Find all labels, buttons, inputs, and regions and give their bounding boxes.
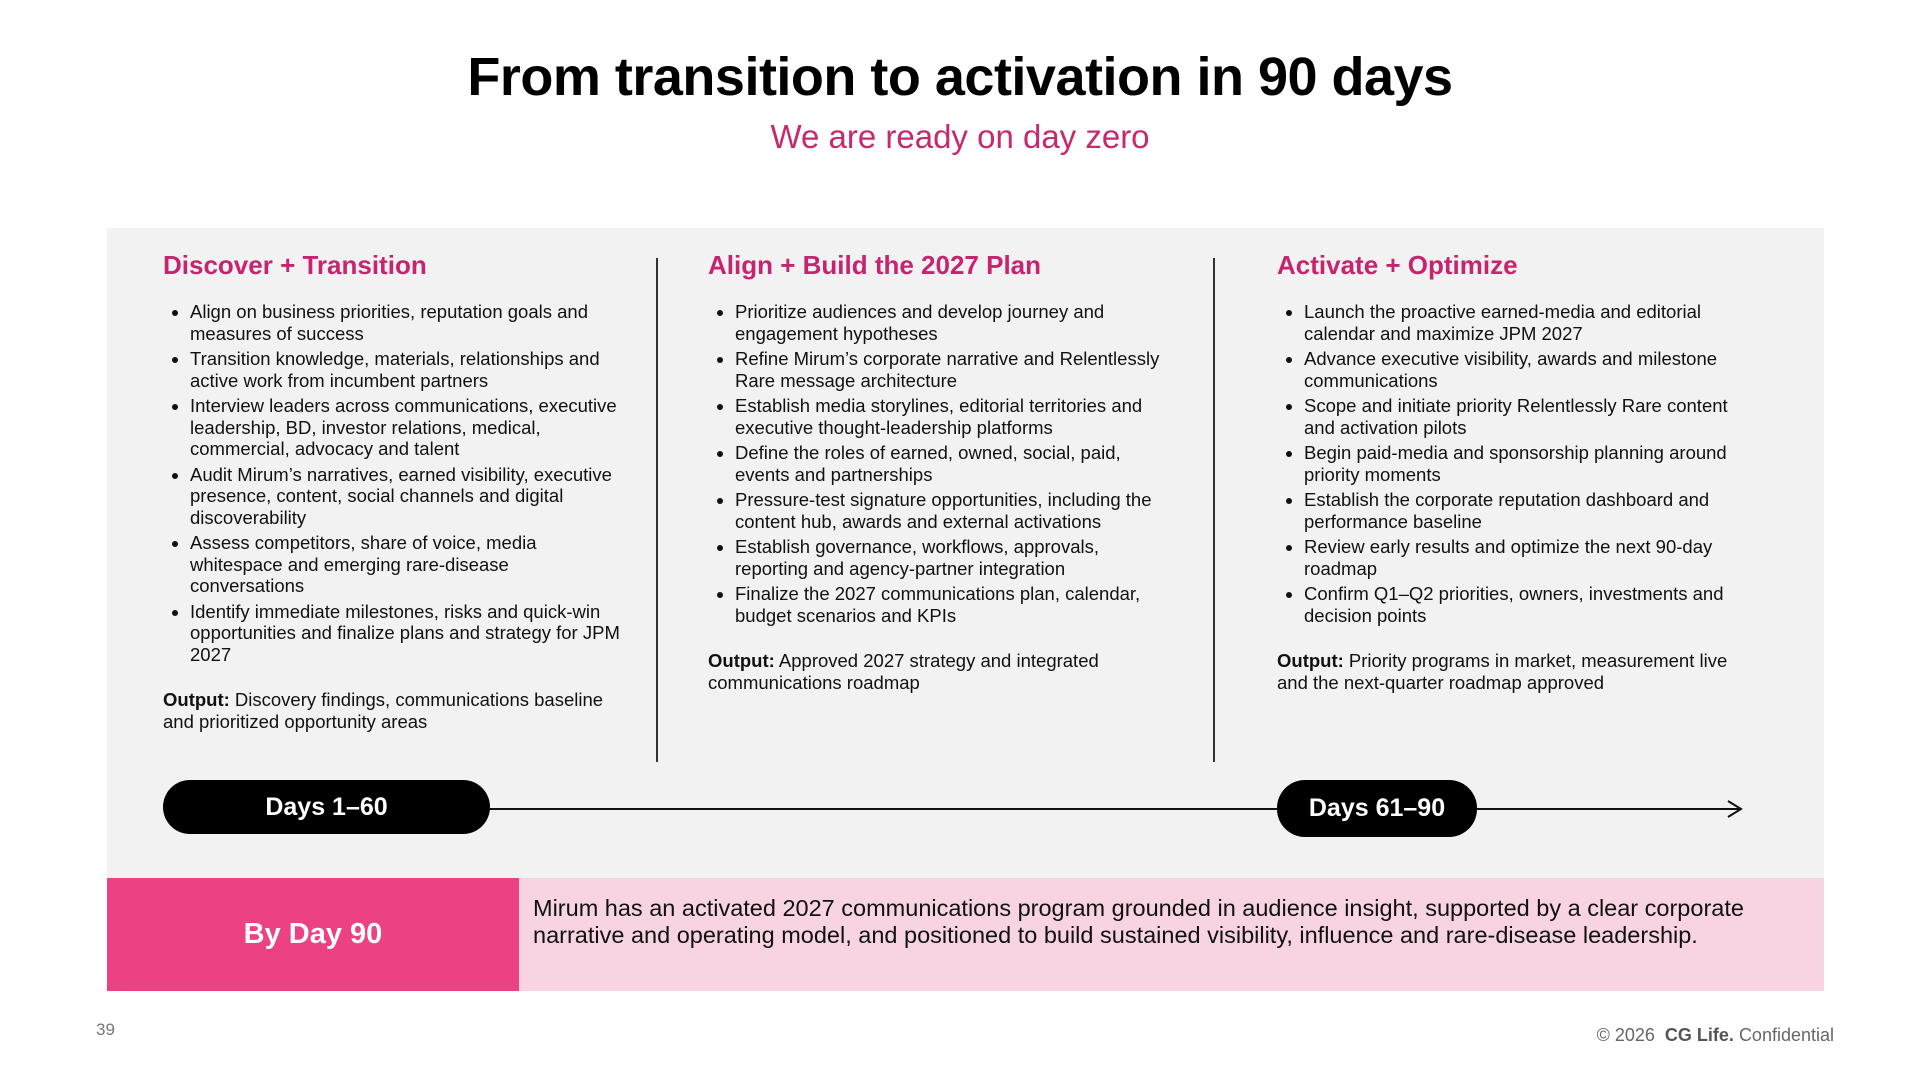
summary-text: Mirum has an activated 2027 communicatio… [519, 878, 1824, 991]
bullet: Advance executive visibility, awards and… [1304, 348, 1737, 391]
bullet: Prioritize audiences and develop journey… [735, 301, 1168, 344]
bullet: Interview leaders across communications,… [190, 395, 623, 460]
bullet: Launch the proactive earned-media and ed… [1304, 301, 1737, 344]
bullet: Confirm Q1–Q2 priorities, owners, invest… [1304, 583, 1737, 626]
output-text: Priority programs in market, measurement… [1277, 650, 1728, 693]
bullet-list: Launch the proactive earned-media and ed… [1277, 301, 1737, 626]
output-text: Approved 2027 strategy and integrated co… [708, 650, 1099, 693]
title: From transition to activation in 90 days [467, 47, 1453, 107]
divider [1213, 258, 1215, 762]
bullet: Align on business priorities, reputation… [190, 301, 623, 344]
output: Output: Approved 2027 strategy and integ… [708, 650, 1168, 693]
phase-pill: Days 61–90 [1277, 780, 1477, 837]
output-label: Output: [708, 650, 775, 671]
phase-column: Discover + Transition Align on business p… [163, 250, 623, 732]
bullet-list: Prioritize audiences and develop journey… [708, 301, 1168, 626]
footer-note: Confidential [1738, 1025, 1834, 1045]
phase-column: Align + Build the 2027 Plan Prioritize au… [708, 250, 1168, 693]
output-text: Discovery findings, communications basel… [163, 689, 604, 732]
bullet: Review early results and optimize the ne… [1304, 536, 1737, 579]
panel [107, 228, 1824, 878]
output-label: Output: [1277, 650, 1344, 671]
summary-label: By Day 90 [107, 878, 519, 991]
copyright: © 2026 [1596, 1025, 1655, 1045]
bullet: Pressure-test signature opportunities, i… [735, 489, 1168, 532]
output: Output: Priority programs in market, mea… [1277, 650, 1737, 693]
page-number: 39 [96, 1020, 115, 1039]
footer: © 2026 CG Life. Confidential [1597, 1025, 1834, 1046]
bullet-list: Align on business priorities, reputation… [163, 301, 623, 665]
column-title: Align + Build the 2027 Plan [708, 250, 1042, 280]
bullet: Refine Mirum’s corporate narrative and R… [735, 348, 1168, 391]
bullet: Identify immediate milestones, risks and… [190, 601, 623, 666]
bullet: Define the roles of earned, owned, socia… [735, 442, 1168, 485]
column-title: Discover + Transition [163, 250, 427, 280]
bullet: Establish the corporate reputation dashb… [1304, 489, 1737, 532]
bullet: Scope and initiate priority Relentlessly… [1304, 395, 1737, 438]
phase-pill: Days 1–60 [163, 780, 490, 834]
bullet: Begin paid-media and sponsorship plannin… [1304, 442, 1737, 485]
bullet: Establish media storylines, editorial te… [735, 395, 1168, 438]
bullet: Transition knowledge, materials, relatio… [190, 348, 623, 391]
phase-column: Activate + Optimize Launch the proactive … [1277, 250, 1737, 693]
subtitle: We are ready on day zero [770, 118, 1150, 155]
output-label: Output: [163, 689, 230, 710]
bullet: Finalize the 2027 communications plan, c… [735, 583, 1168, 626]
divider [656, 258, 658, 762]
brand: CG Life. [1664, 1025, 1734, 1045]
bullet: Assess competitors, share of voice, medi… [190, 532, 623, 597]
bullet: Audit Mirum’s narratives, earned visibil… [190, 464, 623, 529]
output: Output: Discovery findings, communicatio… [163, 689, 623, 732]
bullet: Establish governance, workflows, approva… [735, 536, 1168, 579]
column-title: Activate + Optimize [1277, 250, 1518, 280]
